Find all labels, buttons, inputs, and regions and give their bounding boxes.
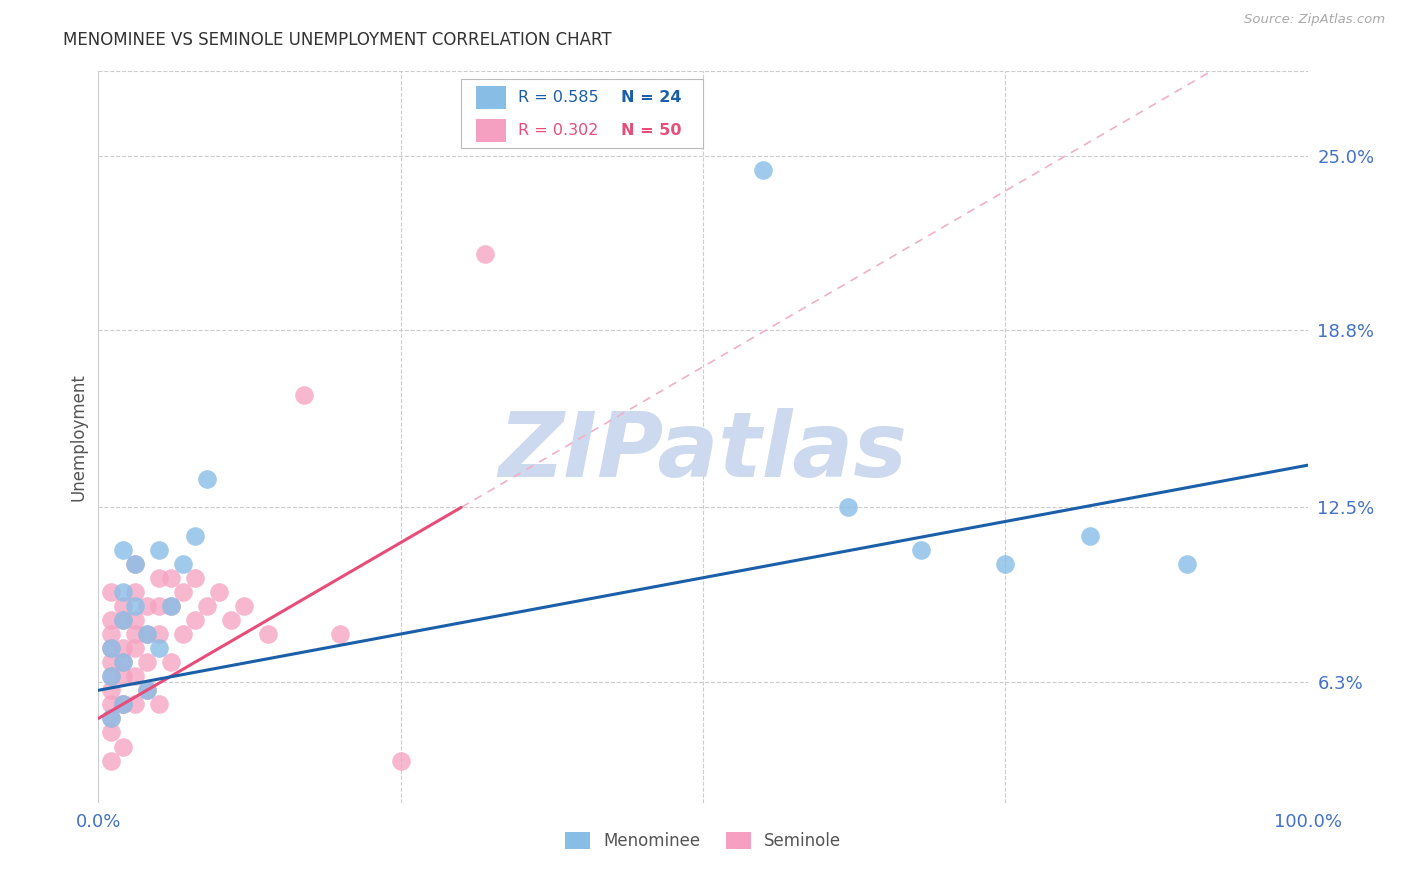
Point (195, 599, 218, 613)
Point (111, 698, 134, 712)
Point (124, 557, 146, 571)
FancyBboxPatch shape (461, 78, 703, 148)
Text: Source: ZipAtlas.com: Source: ZipAtlas.com (1244, 13, 1385, 27)
Point (135, 627, 157, 641)
Point (135, 599, 157, 613)
Point (148, 641, 170, 656)
Point (195, 472, 218, 486)
Point (124, 669, 146, 683)
Point (148, 627, 170, 641)
Point (100, 669, 122, 683)
Text: R = 0.585: R = 0.585 (517, 90, 599, 105)
Point (172, 584, 194, 599)
Text: ZIPatlas: ZIPatlas (499, 408, 907, 496)
Point (100, 641, 122, 656)
Point (172, 557, 194, 571)
Point (111, 613, 134, 627)
Y-axis label: Unemployment: Unemployment (69, 373, 87, 501)
Point (184, 613, 207, 627)
Text: N = 24: N = 24 (621, 90, 682, 105)
Text: R = 0.302: R = 0.302 (517, 123, 599, 138)
Point (111, 655, 134, 669)
Point (100, 641, 122, 656)
Point (172, 627, 194, 641)
Point (100, 683, 122, 698)
Point (124, 599, 146, 613)
Point (752, 162, 775, 177)
Text: MENOMINEE VS SEMINOLE UNEMPLOYMENT CORRELATION CHART: MENOMINEE VS SEMINOLE UNEMPLOYMENT CORRE… (63, 31, 612, 49)
Point (160, 571, 183, 585)
Point (474, 247, 496, 261)
Point (1175, 557, 1198, 571)
Legend: Menominee, Seminole: Menominee, Seminole (558, 825, 848, 856)
Point (232, 599, 254, 613)
Point (160, 599, 183, 613)
Point (100, 725, 122, 739)
Point (100, 711, 122, 725)
Point (111, 739, 134, 754)
Point (111, 641, 134, 656)
Point (100, 669, 122, 683)
Point (100, 754, 122, 768)
Point (111, 669, 134, 683)
Point (256, 627, 278, 641)
Point (148, 599, 170, 613)
Point (100, 655, 122, 669)
Point (160, 655, 183, 669)
Point (994, 557, 1017, 571)
Point (148, 698, 170, 712)
Point (135, 683, 157, 698)
Point (111, 584, 134, 599)
Point (124, 627, 146, 641)
Point (100, 584, 122, 599)
Point (292, 388, 315, 402)
Point (1078, 528, 1101, 542)
Point (124, 613, 146, 627)
Point (160, 599, 183, 613)
Point (124, 557, 146, 571)
Point (135, 627, 157, 641)
FancyBboxPatch shape (475, 86, 506, 109)
FancyBboxPatch shape (475, 119, 506, 143)
Point (111, 698, 134, 712)
Point (100, 613, 122, 627)
Text: N = 50: N = 50 (621, 123, 682, 138)
Point (208, 584, 231, 599)
Point (135, 655, 157, 669)
Point (111, 599, 134, 613)
Point (135, 683, 157, 698)
Point (100, 627, 122, 641)
Point (124, 584, 146, 599)
Point (148, 542, 170, 557)
Point (329, 627, 352, 641)
Point (111, 542, 134, 557)
Point (111, 698, 134, 712)
Point (184, 571, 207, 585)
Point (837, 500, 859, 515)
Point (910, 542, 932, 557)
Point (124, 698, 146, 712)
Point (124, 641, 146, 656)
Point (111, 655, 134, 669)
Point (221, 613, 243, 627)
Point (184, 528, 207, 542)
Point (100, 698, 122, 712)
Point (111, 613, 134, 627)
Point (100, 711, 122, 725)
Point (389, 754, 412, 768)
Point (148, 571, 170, 585)
